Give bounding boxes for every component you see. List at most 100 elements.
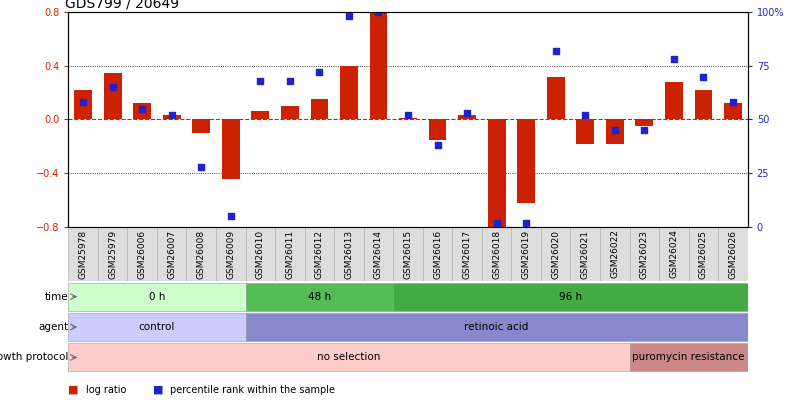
Point [312,69,325,75]
FancyBboxPatch shape [688,227,717,281]
Text: ■: ■ [68,385,79,394]
FancyBboxPatch shape [658,227,688,281]
FancyBboxPatch shape [452,227,481,281]
Point [490,219,503,226]
Bar [605,119,623,144]
FancyBboxPatch shape [363,227,393,281]
Text: GSM26024: GSM26024 [669,230,678,278]
Point [608,127,621,134]
FancyBboxPatch shape [717,227,747,281]
Bar [340,66,357,119]
Text: GSM26017: GSM26017 [462,230,471,279]
Text: GSM26015: GSM26015 [403,230,412,279]
Point [76,99,89,106]
Bar [104,72,121,119]
Text: log ratio: log ratio [86,385,126,394]
Text: agent: agent [39,322,68,332]
FancyBboxPatch shape [68,313,245,341]
Point [460,110,473,116]
Bar [724,103,741,119]
Text: time: time [45,292,68,302]
Point [548,47,561,54]
FancyBboxPatch shape [127,227,157,281]
FancyBboxPatch shape [216,227,245,281]
FancyBboxPatch shape [98,227,127,281]
Text: GSM26011: GSM26011 [285,230,294,279]
Bar [251,111,269,119]
FancyBboxPatch shape [245,283,393,311]
FancyBboxPatch shape [186,227,216,281]
Text: GSM26014: GSM26014 [373,230,382,279]
FancyBboxPatch shape [393,227,422,281]
Point [401,112,414,118]
Text: GSM26009: GSM26009 [226,230,235,279]
Point [666,56,679,63]
Text: puromycin resistance: puromycin resistance [632,352,744,362]
Text: 48 h: 48 h [308,292,331,302]
Text: GSM26026: GSM26026 [728,230,736,279]
Point [136,106,149,112]
Point [224,213,237,220]
Text: GSM26021: GSM26021 [580,230,589,279]
Bar [310,99,328,119]
Text: percentile rank within the sample: percentile rank within the sample [170,385,335,394]
Text: GSM26016: GSM26016 [433,230,442,279]
Text: GSM26019: GSM26019 [521,230,530,279]
Text: GSM26013: GSM26013 [344,230,353,279]
Bar [163,115,181,119]
Text: no selection: no selection [317,352,380,362]
Point [106,84,119,91]
FancyBboxPatch shape [570,227,599,281]
FancyBboxPatch shape [245,313,747,341]
FancyBboxPatch shape [68,227,98,281]
FancyBboxPatch shape [511,227,540,281]
Text: GSM26022: GSM26022 [609,230,618,278]
Bar [222,119,239,179]
Text: GSM26008: GSM26008 [197,230,206,279]
Text: GSM26020: GSM26020 [551,230,560,279]
Point [372,9,385,15]
Point [519,219,532,226]
Bar [74,90,92,119]
Text: GSM26018: GSM26018 [491,230,500,279]
FancyBboxPatch shape [68,343,629,371]
Bar [281,106,299,119]
Bar [634,119,652,126]
FancyBboxPatch shape [393,283,747,311]
Bar [664,82,682,119]
Text: GSM26025: GSM26025 [698,230,707,279]
Bar [458,115,475,119]
Bar [516,119,534,202]
Bar [133,103,151,119]
Point [578,112,591,118]
Bar [576,119,593,144]
FancyBboxPatch shape [540,227,570,281]
Point [342,13,355,20]
FancyBboxPatch shape [157,227,186,281]
Text: GSM26007: GSM26007 [167,230,176,279]
FancyBboxPatch shape [599,227,629,281]
Bar [398,118,417,119]
FancyBboxPatch shape [245,227,275,281]
Bar [369,9,387,119]
Bar [487,119,505,227]
Text: 0 h: 0 h [149,292,165,302]
Text: GSM26012: GSM26012 [315,230,324,279]
Point [194,164,207,170]
FancyBboxPatch shape [334,227,363,281]
Text: retinoic acid: retinoic acid [464,322,528,332]
Bar [546,77,564,119]
Text: GDS799 / 20649: GDS799 / 20649 [65,0,179,11]
Text: control: control [139,322,175,332]
Point [165,112,178,118]
Point [696,73,709,80]
Point [283,78,296,84]
Text: GSM25979: GSM25979 [108,230,117,279]
Bar [428,119,446,140]
Point [430,142,443,149]
FancyBboxPatch shape [629,227,658,281]
Text: GSM26010: GSM26010 [255,230,264,279]
FancyBboxPatch shape [481,227,511,281]
Text: growth protocol: growth protocol [0,352,68,362]
FancyBboxPatch shape [275,227,304,281]
